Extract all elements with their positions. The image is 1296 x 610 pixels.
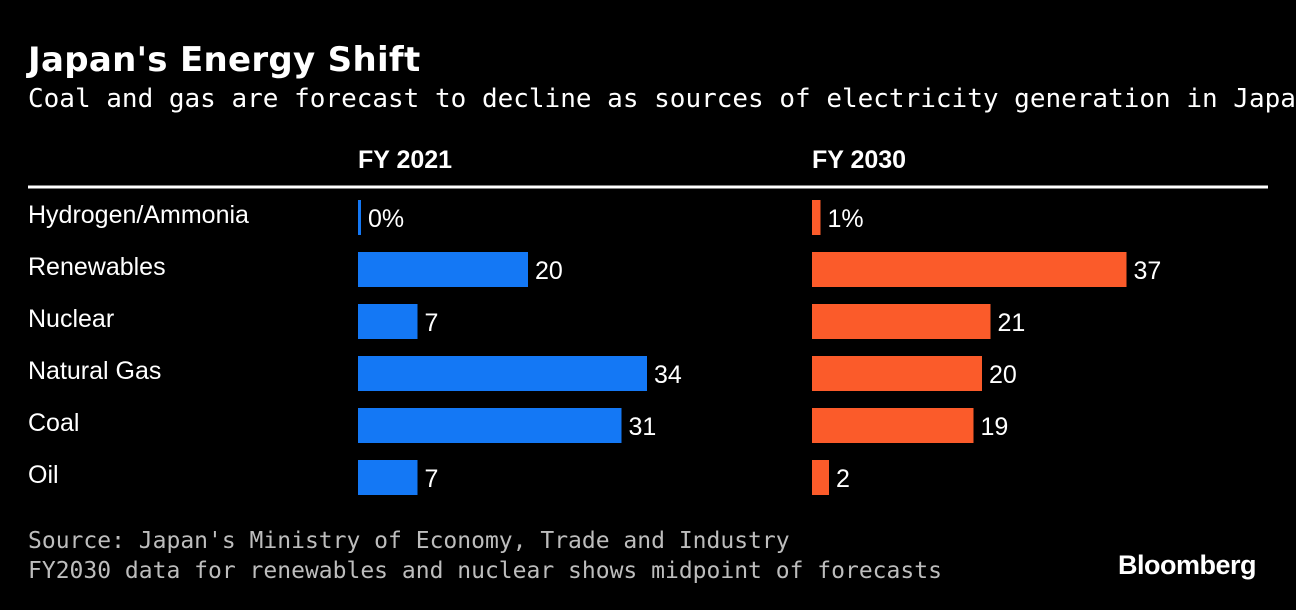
category-label-oil: Oil	[28, 461, 59, 489]
bar-fy-2030-nuclear	[812, 304, 991, 339]
bar-chart: FY 2021 FY 2030 Hydrogen/Ammonia 0% 1% Renewa…	[28, 146, 1268, 495]
bar-fy-2021-nuclear	[358, 304, 418, 339]
bar-fy-2030-coal	[812, 408, 974, 443]
bar-fy-2021-renewables	[358, 252, 528, 287]
source-note: Source: Japan's Ministry of Economy, Tra…	[28, 528, 790, 554]
data-label-fy-2021-hydrogen-ammonia: 0%	[368, 205, 404, 233]
data-label-fy-2030-nuclear: 21	[998, 309, 1026, 337]
category-label-hydrogen-ammonia: Hydrogen/Ammonia	[28, 201, 249, 229]
footnote: FY2030 data for renewables and nuclear s…	[28, 558, 942, 584]
category-label-nuclear: Nuclear	[28, 305, 114, 333]
data-label-fy-2030-renewables: 37	[1134, 257, 1162, 285]
bloomberg-logo: Bloomberg	[1117, 550, 1257, 580]
bar-fy-2030-renewables	[812, 252, 1127, 287]
category-label-natural-gas: Natural Gas	[28, 357, 161, 385]
bar-fy-2030-oil	[812, 460, 829, 495]
category-label-renewables: Renewables	[28, 253, 166, 281]
data-label-fy-2021-renewables: 20	[535, 257, 563, 285]
data-label-fy-2030-natural-gas: 20	[989, 361, 1017, 389]
bar-fy-2030-hydrogen-ammonia	[812, 200, 821, 235]
bar-fy-2021-natural-gas	[358, 356, 647, 391]
data-label-fy-2021-oil: 7	[425, 465, 439, 493]
bar-fy-2021-oil	[358, 460, 418, 495]
bar-fy-2021-hydrogen-ammonia	[358, 200, 361, 235]
category-label-coal: Coal	[28, 409, 79, 437]
chart-title: Japan's Energy Shift	[28, 40, 421, 80]
series-header-fy-2030: FY 2030	[812, 146, 906, 174]
data-label-fy-2021-natural-gas: 34	[654, 361, 682, 389]
series-header-fy-2021: FY 2021	[358, 146, 452, 174]
data-label-fy-2030-coal: 19	[981, 413, 1009, 441]
data-label-fy-2021-coal: 31	[629, 413, 657, 441]
data-label-fy-2030-oil: 2	[836, 465, 850, 493]
bar-fy-2021-coal	[358, 408, 622, 443]
data-label-fy-2030-hydrogen-ammonia: 1%	[828, 205, 864, 233]
chart-subtitle: Coal and gas are forecast to decline as …	[28, 84, 1296, 114]
data-label-fy-2021-nuclear: 7	[425, 309, 439, 337]
bar-fy-2030-natural-gas	[812, 356, 982, 391]
